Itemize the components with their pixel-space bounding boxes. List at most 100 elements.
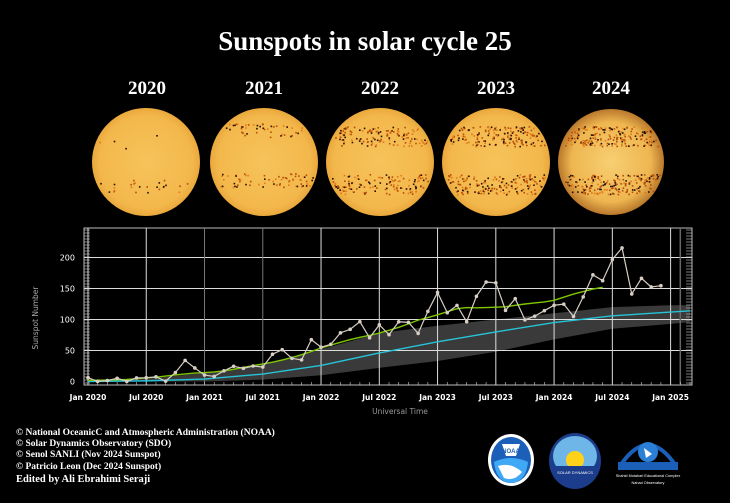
sunspot xyxy=(268,179,270,181)
sunspot xyxy=(482,186,484,188)
credit-line: © Senol SANLI (Nov 2024 Sunspot) xyxy=(16,450,161,461)
sunspot xyxy=(483,145,486,147)
sunspot xyxy=(380,135,383,138)
sunspot xyxy=(540,144,542,147)
sunspot xyxy=(461,129,464,131)
sunspot xyxy=(529,184,531,186)
sunspot xyxy=(578,128,580,130)
sunspot xyxy=(492,179,495,181)
sunspot xyxy=(507,134,509,137)
sunspot xyxy=(611,128,613,131)
sunspot xyxy=(246,133,248,135)
sunspot xyxy=(526,131,529,134)
observed-point xyxy=(241,366,246,371)
sunspot xyxy=(408,179,411,182)
sunspot xyxy=(476,185,479,187)
sunspot xyxy=(619,132,621,135)
credit-line: © Patricio Leon (Dec 2024 Sunspot) xyxy=(16,461,162,472)
x-tick-label: Jan 2020 xyxy=(69,393,107,402)
sunspot xyxy=(636,192,638,195)
sunspot xyxy=(631,128,633,130)
sunspot xyxy=(339,136,342,138)
sunspot xyxy=(456,193,459,196)
sunspot xyxy=(514,188,517,190)
sunspot xyxy=(584,126,586,128)
sunspot xyxy=(618,179,621,181)
observed-point xyxy=(600,278,605,283)
sunspot xyxy=(519,145,521,148)
sunspot xyxy=(596,141,598,143)
sunspot xyxy=(372,137,375,140)
sunspot xyxy=(616,138,618,140)
sunspot xyxy=(609,189,611,192)
y-tick-label: 150 xyxy=(60,285,75,294)
sunspot xyxy=(644,144,646,147)
sunspot xyxy=(356,178,359,180)
sunspot xyxy=(638,178,640,180)
sunspot xyxy=(645,179,648,181)
sunspot xyxy=(385,192,388,195)
sunspot xyxy=(449,182,452,184)
observed-point xyxy=(163,379,168,383)
sunspot xyxy=(651,141,653,144)
sunspot xyxy=(516,186,519,189)
sunspot xyxy=(567,139,570,142)
sunspot xyxy=(571,191,574,194)
sunspot xyxy=(524,131,527,134)
sunspot xyxy=(457,134,459,137)
sunspot xyxy=(609,135,611,138)
sunspot xyxy=(361,130,364,132)
sunspot xyxy=(515,137,517,139)
sunspot xyxy=(518,176,521,179)
sunspot xyxy=(306,183,308,185)
sunspot xyxy=(639,135,642,137)
observed-point xyxy=(231,364,236,369)
sunspot xyxy=(374,190,376,192)
sunspot xyxy=(536,183,538,185)
sunspot xyxy=(486,185,489,187)
sunspot xyxy=(421,141,424,143)
observed-point xyxy=(251,364,255,368)
sunspot xyxy=(292,179,294,182)
sunspot xyxy=(374,138,376,141)
sunspot xyxy=(509,134,512,136)
sunspot xyxy=(593,128,595,130)
sunspot xyxy=(484,130,487,133)
sunspot xyxy=(362,140,365,143)
sunspot xyxy=(594,138,597,140)
sunspot xyxy=(400,174,402,177)
sunspot xyxy=(416,138,418,141)
sunspot xyxy=(620,139,622,141)
x-tick-label: Jul 2022 xyxy=(361,393,396,402)
sunspot xyxy=(369,182,371,185)
sunspot xyxy=(512,140,514,143)
sunspot xyxy=(138,186,141,188)
sunspot xyxy=(452,136,454,138)
sunspot xyxy=(393,180,395,182)
sunspot xyxy=(312,177,314,179)
sunspot xyxy=(519,174,522,176)
observed-point xyxy=(571,314,576,319)
sunspot xyxy=(544,144,546,147)
sunspot xyxy=(480,192,483,195)
sunspot xyxy=(542,177,544,179)
sunspot xyxy=(570,139,572,142)
sunspot xyxy=(534,193,536,195)
sunspot xyxy=(657,175,659,178)
sunspot xyxy=(358,138,361,141)
sunspot xyxy=(643,145,645,147)
sunspot xyxy=(464,180,467,182)
sunspot xyxy=(229,128,231,131)
sunspot xyxy=(420,139,423,142)
observed-point xyxy=(532,314,537,318)
observed-point xyxy=(561,302,566,306)
sunspot xyxy=(514,134,517,136)
sunspot xyxy=(609,129,611,132)
observed-point xyxy=(290,356,294,361)
sunspot xyxy=(487,177,489,180)
sunspot xyxy=(625,145,627,147)
x-tick-label: Jan 2023 xyxy=(418,393,456,402)
sunspot xyxy=(600,185,603,187)
sunspot xyxy=(625,191,628,194)
sunspot xyxy=(389,132,392,134)
